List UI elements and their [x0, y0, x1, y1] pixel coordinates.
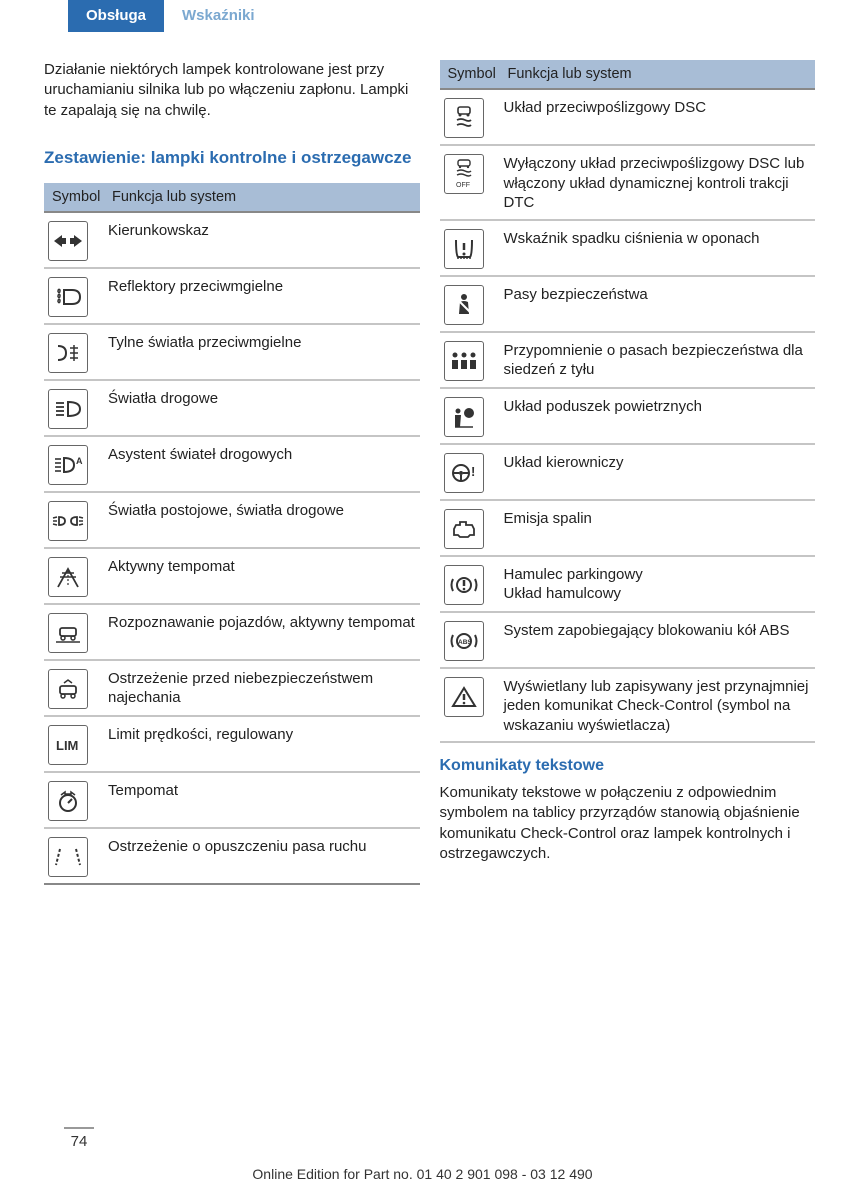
table-row: Emisja spalin	[440, 501, 816, 557]
table-row: Tylne światła przeciwmgielne	[44, 325, 420, 381]
table-row: Światła drogowe	[44, 381, 420, 437]
abs-icon: ABS	[444, 621, 484, 661]
rear-seatbelt-icon	[444, 341, 484, 381]
fog-light-front-icon	[48, 277, 88, 317]
vehicle-detect-icon	[48, 613, 88, 653]
table-row: Przypomnienie o pasach bezpieczeństwa dl…	[440, 333, 816, 389]
row-desc: Kierunkowskaz	[108, 219, 416, 241]
collision-warning-icon	[48, 669, 88, 709]
table-row: Aktywny tempomat	[44, 549, 420, 605]
table-row: Wskaźnik spadku ciśnienia w oponach	[440, 221, 816, 277]
table-row: Układ przeciwpoślizgowy DSC	[440, 90, 816, 146]
active-cruise-icon	[48, 557, 88, 597]
dsc-icon	[444, 98, 484, 138]
high-beam-assist-icon: A	[48, 445, 88, 485]
th-symbol: Symbol	[52, 189, 112, 205]
table-header-right: Symbol Funkcja lub system	[440, 60, 816, 90]
left-column: Działanie niektórych lampek kontrolowane…	[44, 60, 420, 885]
tire-pressure-icon	[444, 229, 484, 269]
table-row: Ostrzeżenie przed niebezpieczeństwem naj…	[44, 661, 420, 717]
row-desc: Układ kierowniczy	[504, 451, 812, 473]
row-desc: Pasy bezpieczeństwa	[504, 283, 812, 305]
intro-text: Działanie niektórych lampek kontrolowane…	[44, 60, 420, 121]
th-symbol: Symbol	[448, 66, 508, 82]
warning-triangle-icon	[444, 677, 484, 717]
table-row: Hamulec parkingowy Układ hamulcowy	[440, 557, 816, 613]
svg-text:OFF: OFF	[456, 182, 470, 189]
speed-limit-icon: LIM	[48, 725, 88, 765]
row-desc: Reflektory przeciwmgielne	[108, 275, 416, 297]
table-row: OFF Wyłączony układ przeciwpoślizgowy DS…	[440, 146, 816, 221]
row-desc: Ostrzeżenie o opuszczeniu pasa ruchu	[108, 835, 416, 857]
table-row: Układ poduszek powietrznych	[440, 389, 816, 445]
table-row: ! Układ kierowniczy	[440, 445, 816, 501]
page-number: 74	[64, 1127, 94, 1150]
row-desc: Światła drogowe	[108, 387, 416, 409]
row-desc: Układ poduszek powietrznych	[504, 395, 812, 417]
svg-text:ABS: ABS	[458, 639, 472, 646]
steering-icon: !	[444, 453, 484, 493]
th-function: Funkcja lub system	[112, 189, 412, 205]
side-lights-icon	[48, 501, 88, 541]
airbag-icon	[444, 397, 484, 437]
table-row: Pasy bezpieczeństwa	[440, 277, 816, 333]
section-title: Zestawienie: lampki kontrolne i ostrzega…	[44, 147, 420, 169]
table-row: Ostrzeżenie o opuszczeniu pasa ruchu	[44, 829, 420, 885]
brake-icon	[444, 565, 484, 605]
table-row: Kierunkowskaz	[44, 213, 420, 269]
row-desc: System zapobiegający blokowaniu kół ABS	[504, 619, 812, 641]
footer: Online Edition for Part no. 01 40 2 901 …	[0, 1166, 845, 1182]
table-row: Rozpoznawanie pojazdów, aktywny tempomat	[44, 605, 420, 661]
dsc-off-icon: OFF	[444, 154, 484, 194]
table-row: ABS System zapobiegający blokowaniu kół …	[440, 613, 816, 669]
seatbelt-icon	[444, 285, 484, 325]
table-row: Światła postojowe, światła drogowe	[44, 493, 420, 549]
tab-inactive: Wskaźniki	[164, 0, 273, 32]
row-desc: Hamulec parkingowy Układ hamulcowy	[504, 563, 812, 604]
row-desc: Tempomat	[108, 779, 416, 801]
row-desc: Tylne światła przeciwmgielne	[108, 331, 416, 353]
row-desc: Wyłączony układ przeciwpoślizgowy DSC lu…	[504, 152, 812, 213]
high-beam-icon	[48, 389, 88, 429]
table-row: Reflektory przeciwmgielne	[44, 269, 420, 325]
row-desc: Emisja spalin	[504, 507, 812, 529]
table-row: Wyświetlany lub zapisywany jest przynajm…	[440, 669, 816, 744]
row-desc: Asystent świateł drogowych	[108, 443, 416, 465]
row-desc: Układ przeciwpoślizgowy DSC	[504, 96, 812, 118]
table-row: Tempomat	[44, 773, 420, 829]
table-header-left: Symbol Funkcja lub system	[44, 183, 420, 213]
lane-departure-icon	[48, 837, 88, 877]
row-desc: Rozpoznawanie pojazdów, aktywny tempomat	[108, 611, 416, 633]
row-desc: Ostrzeżenie przed niebezpieczeństwem naj…	[108, 667, 416, 708]
th-function: Funkcja lub system	[508, 66, 808, 82]
row-desc: Wskaźnik spadku ciśnienia w oponach	[504, 227, 812, 249]
row-desc: Wyświetlany lub zapisywany jest przynajm…	[504, 675, 812, 736]
row-desc: Limit prędkości, regulowany	[108, 723, 416, 745]
table-row: A Asystent świateł drogowych	[44, 437, 420, 493]
turn-signal-icon	[48, 221, 88, 261]
row-desc: Przypomnienie o pasach bezpieczeństwa dl…	[504, 339, 812, 380]
cruise-control-icon	[48, 781, 88, 821]
row-desc: Światła postojowe, światła drogowe	[108, 499, 416, 521]
table-row: LIM Limit prędkości, regulowany	[44, 717, 420, 773]
svg-text:LIM: LIM	[56, 738, 78, 753]
right-column: Symbol Funkcja lub system Układ przeciwp…	[440, 60, 816, 885]
columns: Działanie niektórych lampek kontrolowane…	[0, 60, 845, 885]
tab-active: Obsługa	[68, 0, 164, 32]
row-desc: Aktywny tempomat	[108, 555, 416, 577]
engine-icon	[444, 509, 484, 549]
svg-text:A: A	[76, 456, 83, 466]
paragraph: Komunikaty tekstowe w połączeniu z odpow…	[440, 783, 816, 864]
fog-light-rear-icon	[48, 333, 88, 373]
svg-text:!: !	[471, 464, 475, 479]
page-header: Obsługa Wskaźniki	[0, 0, 845, 32]
subtitle: Komunikaty tekstowe	[440, 757, 816, 775]
